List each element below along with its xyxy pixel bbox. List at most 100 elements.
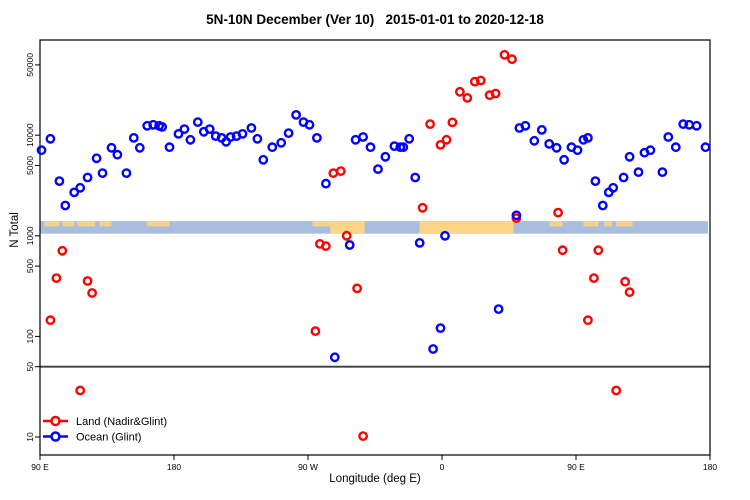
- data-point: [583, 315, 593, 326]
- y-tick-label: 50000: [25, 53, 35, 77]
- data-point: [329, 352, 340, 363]
- data-point: [267, 142, 278, 153]
- legend-marker-circle: [50, 431, 61, 442]
- band-hatch-mark: [549, 221, 563, 227]
- data-point: [304, 119, 315, 130]
- data-point: [185, 134, 196, 145]
- x-tick-label: 90 E: [567, 462, 585, 472]
- data-point: [157, 122, 168, 132]
- data-point: [663, 132, 674, 142]
- data-point: [45, 315, 56, 326]
- data-point: [148, 119, 159, 130]
- data-point: [590, 176, 601, 187]
- data-point: [82, 276, 93, 286]
- y-axis-label: N Total: [9, 212, 21, 248]
- y-tick-label: 5000: [25, 156, 35, 175]
- data-point: [142, 120, 153, 131]
- data-point: [454, 86, 465, 97]
- data-point: [237, 128, 248, 139]
- x-axis-label: Longitude (deg E): [329, 473, 421, 485]
- data-point: [82, 172, 93, 183]
- y-tick-label: 100: [25, 329, 35, 343]
- data-point: [164, 142, 175, 153]
- data-point: [620, 276, 630, 287]
- data-point: [684, 119, 695, 130]
- data-point: [51, 273, 62, 283]
- data-point: [490, 88, 501, 99]
- data-point: [593, 245, 604, 256]
- data-point: [380, 151, 391, 162]
- data-point: [45, 133, 56, 144]
- y-tick-label: 500: [25, 259, 35, 273]
- data-point: [633, 167, 644, 178]
- data-point: [112, 149, 123, 160]
- data-point: [544, 138, 555, 149]
- legend: Land (Nadir&Glint) Ocean (Glint): [43, 415, 167, 444]
- data-point: [608, 182, 619, 193]
- data-point: [417, 202, 428, 213]
- data-point: [618, 172, 629, 183]
- data-point: [611, 385, 622, 396]
- data-point: [276, 137, 287, 148]
- data-point: [358, 431, 368, 441]
- data-point: [572, 145, 583, 156]
- data-point: [87, 288, 98, 298]
- data-point: [291, 110, 301, 120]
- data-point: [75, 182, 86, 193]
- band-hatch-mark: [44, 221, 60, 227]
- data-point: [36, 145, 47, 156]
- data-point: [691, 120, 702, 131]
- data-point: [258, 154, 269, 165]
- data-point: [252, 133, 263, 144]
- data-point: [310, 326, 321, 336]
- data-point: [389, 141, 400, 152]
- data-point: [583, 132, 593, 143]
- data-point: [404, 133, 415, 144]
- data-point: [335, 166, 346, 177]
- data-point: [493, 304, 504, 314]
- x-axis: 90 E 180 90 W 0 90 E 180: [31, 455, 717, 472]
- legend-item-label: Ocean (Glint): [76, 432, 141, 444]
- data-point: [597, 200, 608, 211]
- data-point: [435, 139, 446, 150]
- band-hatch-mark: [616, 221, 633, 227]
- data-point: [447, 117, 458, 128]
- data-point: [499, 49, 510, 60]
- reference-band: [40, 221, 708, 234]
- data-point: [536, 124, 547, 135]
- data-point: [507, 54, 517, 65]
- y-tick-label: 10: [25, 432, 35, 442]
- data-point: [121, 168, 132, 179]
- data-point: [225, 132, 236, 142]
- data-point: [204, 124, 215, 135]
- data-point: [75, 385, 86, 396]
- data-point: [462, 93, 473, 103]
- data-point: [624, 287, 635, 298]
- data-point: [57, 245, 68, 256]
- data-point: [475, 75, 486, 86]
- data-point: [283, 128, 294, 139]
- data-point: [54, 176, 65, 187]
- x-tick-label: 90 E: [31, 462, 49, 472]
- band-hatch-mark: [583, 221, 599, 227]
- data-point: [91, 153, 102, 164]
- data-point: [428, 344, 438, 354]
- data-point: [589, 273, 599, 283]
- y-tick-label: 1000: [25, 226, 35, 245]
- data-point: [352, 283, 362, 294]
- data-point: [179, 124, 190, 135]
- land-series: [45, 49, 635, 441]
- data-point: [398, 142, 409, 153]
- data-point: [350, 134, 361, 145]
- data-point: [520, 120, 531, 131]
- data-point: [441, 134, 452, 145]
- y-tick-label: 10000: [25, 123, 35, 147]
- data-point: [557, 245, 568, 256]
- data-point: [328, 168, 339, 179]
- data-point: [678, 119, 689, 130]
- data-point: [320, 241, 331, 252]
- plot-border: [39, 39, 711, 456]
- data-point: [60, 200, 71, 211]
